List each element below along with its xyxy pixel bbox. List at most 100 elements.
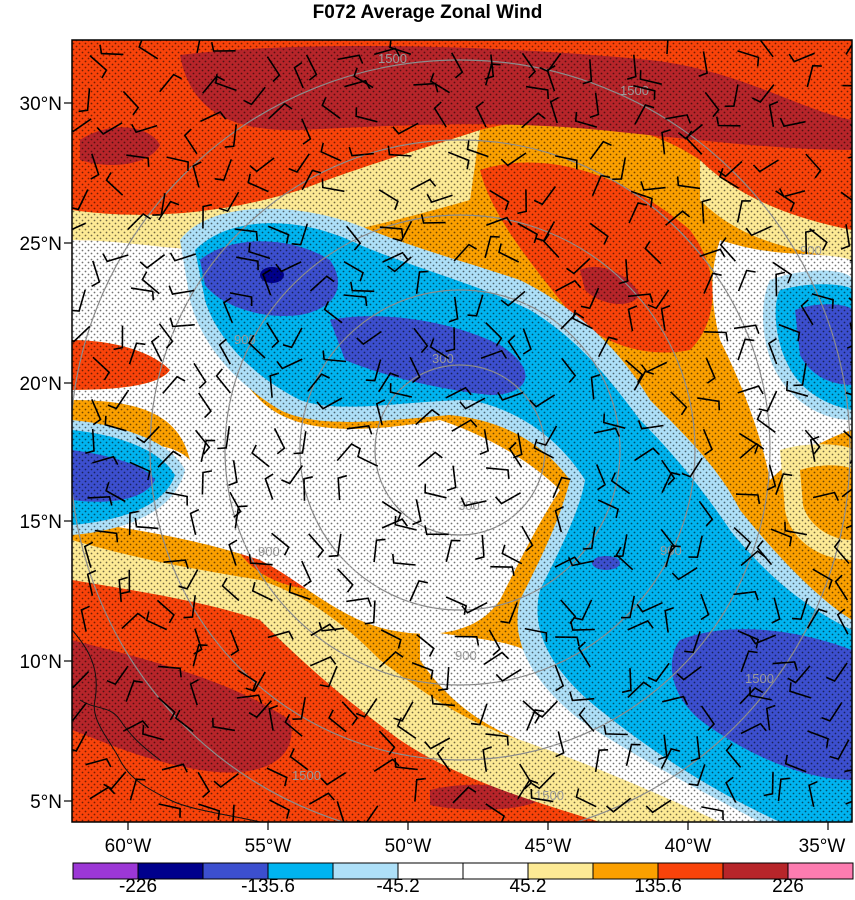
range-rings <box>72 59 851 822</box>
wind-barb <box>284 713 303 737</box>
lat-label: 30°N <box>20 94 62 115</box>
wind-barb <box>107 389 130 410</box>
wind-barb <box>420 214 446 224</box>
wind-barb <box>316 397 343 410</box>
wind-barb <box>589 222 609 245</box>
wind-barb <box>450 52 464 79</box>
wind-barb <box>248 242 271 260</box>
wind-barb <box>582 526 596 550</box>
wind-barb <box>380 629 402 649</box>
wind-barb <box>379 226 404 238</box>
wind-barb <box>221 577 240 602</box>
wind-barb <box>183 595 196 619</box>
wind-barb <box>531 772 556 790</box>
chart-title: F072 Average Zonal Wind <box>312 2 543 23</box>
wind-barb <box>664 606 674 633</box>
wind-barb <box>699 248 726 258</box>
wind-barb <box>660 747 681 769</box>
wind-barb <box>494 492 521 505</box>
wind-barb <box>213 773 239 789</box>
wind-barb <box>293 61 304 89</box>
wind-barb <box>118 576 129 603</box>
wind-barb <box>379 650 404 668</box>
wind-barb <box>484 235 500 259</box>
wind-barb <box>72 325 91 343</box>
wind-barb <box>319 665 338 688</box>
wind-barb <box>271 532 290 556</box>
wind-barb <box>92 356 111 381</box>
wind-barb <box>479 429 489 455</box>
wind-barb <box>445 327 456 353</box>
wind-barb <box>104 415 127 432</box>
wind-barb <box>627 681 652 699</box>
wind-barb <box>229 292 253 307</box>
wind-barb <box>498 243 520 263</box>
wind-barb <box>305 54 318 81</box>
wind-barb <box>705 357 716 384</box>
wind-barb <box>453 243 478 262</box>
wind-barb <box>321 178 345 193</box>
wind-barb <box>788 52 815 63</box>
lon-label: 60°W <box>105 836 152 857</box>
wind-barb <box>234 505 248 529</box>
wind-barb <box>735 493 761 505</box>
wind-barb <box>593 427 621 437</box>
wind-barb <box>522 328 532 355</box>
ring-label: 900 <box>234 332 256 347</box>
wind-barb <box>409 356 421 384</box>
wind-barb <box>625 743 641 766</box>
wind-barb <box>89 55 108 79</box>
wind-barb <box>497 391 524 401</box>
wind-barb <box>772 261 793 284</box>
wind-barb <box>157 450 182 468</box>
wind-barb <box>94 529 119 543</box>
wind-barb <box>704 91 720 118</box>
wind-barb <box>804 429 821 455</box>
wind-barb <box>381 518 409 529</box>
wind-barb <box>128 342 146 365</box>
wind-barb <box>328 709 347 733</box>
wind-barb <box>273 428 286 455</box>
range-ring-900 <box>224 214 696 686</box>
wind-barb <box>72 671 90 689</box>
wind-barb <box>150 335 163 362</box>
wind-barb <box>336 801 345 822</box>
wind-barb <box>533 438 555 459</box>
wind-barb <box>752 159 779 173</box>
wind-barb <box>703 272 722 294</box>
wind-barb <box>676 176 701 190</box>
wind-barb <box>301 118 312 145</box>
wind-barb <box>307 373 330 392</box>
wind-barb <box>626 54 637 80</box>
wind-barb <box>378 730 396 755</box>
wind-barb <box>201 470 213 495</box>
wind-barb <box>72 289 86 312</box>
wind-barb <box>445 596 468 615</box>
colorbar-label: -226 <box>119 876 157 897</box>
wind-barb <box>378 189 399 211</box>
wind-barb <box>670 391 688 416</box>
wind-barb <box>775 271 786 297</box>
wind-barb <box>91 260 101 287</box>
wind-barb <box>552 476 571 499</box>
wind-barb <box>766 464 777 491</box>
wind-barb <box>429 338 450 360</box>
wind-barb <box>685 130 703 155</box>
wind-barb <box>483 651 510 666</box>
wind-barb <box>224 124 237 148</box>
wind-barb <box>394 515 417 531</box>
wind-barb <box>485 733 509 746</box>
wind-barb <box>318 621 344 632</box>
wind-barb <box>125 680 143 702</box>
wind-barb <box>767 337 778 365</box>
wind-barb <box>169 252 197 262</box>
wind-barb <box>102 253 129 263</box>
wind-barb <box>308 533 325 558</box>
wind-barb <box>521 525 534 552</box>
wind-barb <box>90 153 100 180</box>
wind-barb <box>232 804 235 822</box>
wind-barb <box>474 534 485 561</box>
wind-barb <box>591 174 611 197</box>
wind-barb <box>597 336 618 358</box>
